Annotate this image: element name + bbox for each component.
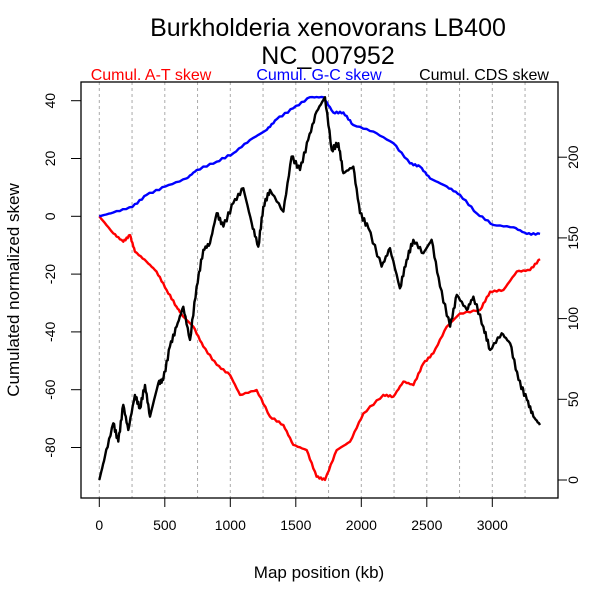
y-axis-label: Cumulated normalized skew xyxy=(4,183,23,397)
x-tick-label: 0 xyxy=(95,517,103,533)
y-left-tick-label: -40 xyxy=(42,322,58,342)
y-right-tick-label: 200 xyxy=(565,145,581,169)
x-tick-label: 2500 xyxy=(411,517,442,533)
y-left-tick-label: -80 xyxy=(42,437,58,457)
y-right-tick-label: 150 xyxy=(565,226,581,250)
cds-skew-line xyxy=(98,95,542,481)
plot-frame xyxy=(80,81,559,499)
legend-gc-skew: Cumul. G-C skew xyxy=(256,67,382,84)
series-group xyxy=(98,95,542,482)
y-left-tick-label: 20 xyxy=(42,151,58,167)
x-tick-label: 500 xyxy=(153,517,177,533)
gc-skew-line xyxy=(98,95,541,236)
y-right-tick-label: 0 xyxy=(565,476,581,484)
y-left-tick-label: -60 xyxy=(42,379,58,399)
x-tick-label: 1000 xyxy=(215,517,246,533)
legend-cds-skew: Cumul. CDS skew xyxy=(419,67,549,84)
y-left-tick-label: -20 xyxy=(42,264,58,284)
y-right-tick-label: 100 xyxy=(565,307,581,331)
x-tick-label: 3000 xyxy=(477,517,508,533)
grid-lines xyxy=(98,82,526,498)
x-axis-label: Map position (kb) xyxy=(254,563,384,582)
x-tick-label: 1500 xyxy=(280,517,311,533)
y-right-tick-label: 50 xyxy=(565,391,581,407)
at-skew-line xyxy=(98,215,541,482)
chart-subtitle: NC_007952 xyxy=(261,42,394,70)
y-left-tick-label: 0 xyxy=(42,212,58,220)
x-tick-label: 2000 xyxy=(346,517,377,533)
y-left-tick-label: 40 xyxy=(42,93,58,109)
chart-title: Burkholderia xenovorans LB400 xyxy=(150,14,506,42)
axes: 0 500 1000 1500 2000 2500 300040200-20-40-60-8… xyxy=(42,82,581,533)
legend-at-skew: Cumul. A-T skew xyxy=(91,67,212,84)
